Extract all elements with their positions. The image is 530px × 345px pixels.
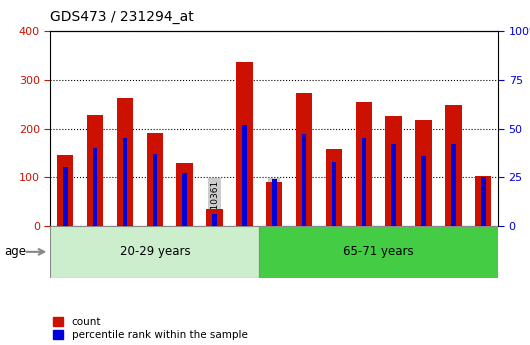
Bar xyxy=(296,93,312,226)
Text: 20-29 years: 20-29 years xyxy=(120,245,190,258)
Bar xyxy=(213,214,217,226)
Bar xyxy=(385,116,402,226)
Bar xyxy=(272,179,277,226)
Bar xyxy=(302,134,306,226)
Bar xyxy=(123,138,127,226)
Bar xyxy=(416,120,432,226)
Text: age: age xyxy=(4,245,26,258)
Bar xyxy=(63,168,67,226)
Bar xyxy=(481,177,485,226)
Bar xyxy=(451,144,456,226)
Bar xyxy=(421,156,426,226)
Bar xyxy=(356,102,372,226)
Bar xyxy=(326,149,342,226)
Bar xyxy=(392,144,396,226)
Bar xyxy=(332,162,336,226)
Text: GDS473 / 231294_at: GDS473 / 231294_at xyxy=(50,10,194,24)
Bar xyxy=(361,138,366,226)
Bar xyxy=(93,148,98,226)
Text: 65-71 years: 65-71 years xyxy=(343,245,414,258)
Bar xyxy=(259,226,498,278)
Bar xyxy=(242,125,246,226)
Bar xyxy=(445,105,462,226)
Bar xyxy=(475,176,491,226)
Bar xyxy=(117,98,133,226)
Bar xyxy=(50,226,259,278)
Bar xyxy=(147,134,163,226)
Bar xyxy=(182,173,187,226)
Bar xyxy=(57,155,74,226)
Bar xyxy=(153,154,157,226)
Bar xyxy=(176,162,193,226)
Bar xyxy=(266,182,282,226)
Legend: count, percentile rank within the sample: count, percentile rank within the sample xyxy=(53,317,248,340)
Bar xyxy=(236,62,253,226)
Bar xyxy=(206,209,223,226)
Bar xyxy=(87,115,103,226)
